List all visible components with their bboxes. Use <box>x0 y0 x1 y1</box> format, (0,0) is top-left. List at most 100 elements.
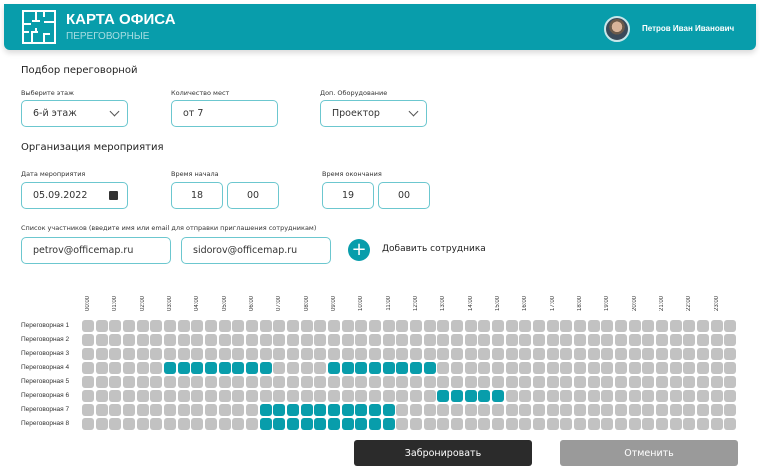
free-slot[interactable] <box>95 376 108 388</box>
booked-slot[interactable] <box>492 390 505 402</box>
free-slot[interactable] <box>724 362 737 374</box>
free-slot[interactable] <box>628 334 641 346</box>
free-slot[interactable] <box>628 376 641 388</box>
free-slot[interactable] <box>369 390 382 402</box>
free-slot[interactable] <box>560 334 573 346</box>
free-slot[interactable] <box>396 334 409 346</box>
free-slot[interactable] <box>396 348 409 360</box>
free-slot[interactable] <box>601 362 614 374</box>
free-slot[interactable] <box>369 376 382 388</box>
free-slot[interactable] <box>109 334 122 346</box>
free-slot[interactable] <box>533 334 546 346</box>
booked-slot[interactable] <box>287 404 300 416</box>
free-slot[interactable] <box>123 404 135 416</box>
free-slot[interactable] <box>164 376 177 388</box>
booked-slot[interactable] <box>355 404 368 416</box>
free-slot[interactable] <box>505 348 518 360</box>
free-slot[interactable] <box>109 390 122 402</box>
free-slot[interactable] <box>642 348 655 360</box>
free-slot[interactable] <box>560 348 573 360</box>
free-slot[interactable] <box>642 418 655 430</box>
free-slot[interactable] <box>109 348 122 360</box>
free-slot[interactable] <box>314 376 327 388</box>
free-slot[interactable] <box>464 320 477 332</box>
floor-select[interactable]: 6-й этаж <box>21 100 128 127</box>
free-slot[interactable] <box>478 320 491 332</box>
free-slot[interactable] <box>437 320 450 332</box>
free-slot[interactable] <box>642 320 655 332</box>
free-slot[interactable] <box>191 390 204 402</box>
free-slot[interactable] <box>560 390 573 402</box>
free-slot[interactable] <box>505 376 518 388</box>
free-slot[interactable] <box>232 320 245 332</box>
booked-slot[interactable] <box>341 362 354 374</box>
free-slot[interactable] <box>82 390 94 402</box>
free-slot[interactable] <box>136 348 149 360</box>
free-slot[interactable] <box>205 376 218 388</box>
free-slot[interactable] <box>150 376 163 388</box>
free-slot[interactable] <box>136 404 149 416</box>
free-slot[interactable] <box>656 404 669 416</box>
free-slot[interactable] <box>710 362 723 374</box>
free-slot[interactable] <box>587 362 600 374</box>
free-slot[interactable] <box>205 334 218 346</box>
free-slot[interactable] <box>232 348 245 360</box>
free-slot[interactable] <box>95 418 108 430</box>
free-slot[interactable] <box>109 320 122 332</box>
free-slot[interactable] <box>246 320 259 332</box>
free-slot[interactable] <box>656 320 669 332</box>
free-slot[interactable] <box>560 362 573 374</box>
free-slot[interactable] <box>423 320 436 332</box>
free-slot[interactable] <box>177 418 190 430</box>
free-slot[interactable] <box>656 348 669 360</box>
free-slot[interactable] <box>656 418 669 430</box>
free-slot[interactable] <box>314 320 327 332</box>
free-slot[interactable] <box>123 390 135 402</box>
free-slot[interactable] <box>410 390 423 402</box>
free-slot[interactable] <box>492 418 505 430</box>
free-slot[interactable] <box>273 320 286 332</box>
free-slot[interactable] <box>218 334 231 346</box>
free-slot[interactable] <box>451 404 464 416</box>
free-slot[interactable] <box>164 418 177 430</box>
free-slot[interactable] <box>191 334 204 346</box>
free-slot[interactable] <box>355 376 368 388</box>
free-slot[interactable] <box>710 404 723 416</box>
free-slot[interactable] <box>136 390 149 402</box>
free-slot[interactable] <box>410 334 423 346</box>
free-slot[interactable] <box>656 362 669 374</box>
free-slot[interactable] <box>287 362 300 374</box>
free-slot[interactable] <box>697 334 710 346</box>
free-slot[interactable] <box>369 334 382 346</box>
free-slot[interactable] <box>164 348 177 360</box>
free-slot[interactable] <box>724 418 737 430</box>
free-slot[interactable] <box>150 404 163 416</box>
free-slot[interactable] <box>656 334 669 346</box>
booked-slot[interactable] <box>382 418 395 430</box>
free-slot[interactable] <box>218 348 231 360</box>
booked-slot[interactable] <box>177 362 190 374</box>
free-slot[interactable] <box>164 404 177 416</box>
booked-slot[interactable] <box>369 404 382 416</box>
booked-slot[interactable] <box>410 362 423 374</box>
free-slot[interactable] <box>574 418 587 430</box>
free-slot[interactable] <box>82 418 94 430</box>
free-slot[interactable] <box>355 390 368 402</box>
free-slot[interactable] <box>533 348 546 360</box>
free-slot[interactable] <box>492 404 505 416</box>
booked-slot[interactable] <box>164 362 177 374</box>
free-slot[interactable] <box>697 418 710 430</box>
free-slot[interactable] <box>218 320 231 332</box>
booked-slot[interactable] <box>300 404 313 416</box>
free-slot[interactable] <box>669 334 682 346</box>
free-slot[interactable] <box>587 320 600 332</box>
free-slot[interactable] <box>341 320 354 332</box>
free-slot[interactable] <box>505 362 518 374</box>
free-slot[interactable] <box>669 348 682 360</box>
end-minute-input[interactable]: 00 <box>378 182 430 209</box>
free-slot[interactable] <box>505 334 518 346</box>
free-slot[interactable] <box>505 390 518 402</box>
free-slot[interactable] <box>150 348 163 360</box>
free-slot[interactable] <box>355 334 368 346</box>
start-minute-input[interactable]: 00 <box>227 182 279 209</box>
